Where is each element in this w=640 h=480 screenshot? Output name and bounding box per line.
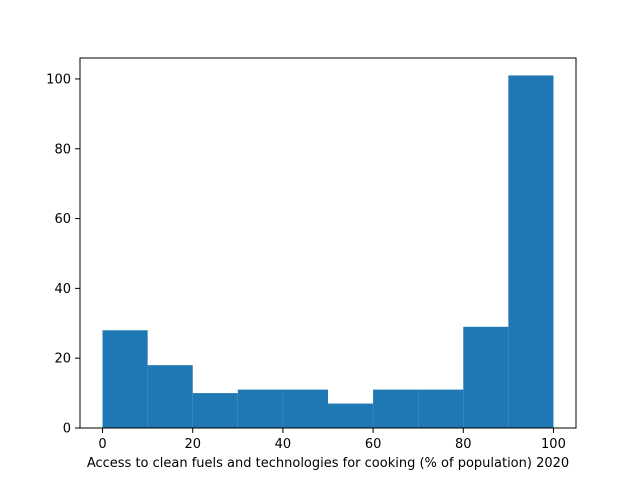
bars-group <box>102 75 554 429</box>
x-tick-label: 100 <box>541 437 566 452</box>
y-tick-label: 100 <box>46 72 71 87</box>
histogram-bar-2 <box>192 393 238 428</box>
y-tick-label: 40 <box>54 282 71 297</box>
histogram-bar-5 <box>328 403 374 428</box>
histogram-bar-3 <box>237 389 283 428</box>
x-tick-label: 0 <box>98 437 106 452</box>
x-axis-label: Access to clean fuels and technologies f… <box>87 456 569 471</box>
histogram-bar-9 <box>508 75 554 429</box>
x-tick-label: 60 <box>365 437 382 452</box>
x-axis-ticks: 0 20 40 60 80 100 <box>98 428 566 452</box>
plot-frame <box>79 57 577 429</box>
histogram-bar-6 <box>373 389 419 428</box>
x-tick-label: 20 <box>184 437 201 452</box>
y-tick-label: 80 <box>54 142 71 157</box>
histogram-bar-4 <box>282 389 328 428</box>
histogram-bar-0 <box>102 330 148 428</box>
y-tick-label: 60 <box>54 212 71 227</box>
histogram-bar-1 <box>147 365 193 428</box>
y-axis-ticks: 0 20 40 60 80 100 <box>46 72 80 437</box>
y-tick-label: 0 <box>63 422 71 437</box>
y-tick-label: 20 <box>54 352 71 367</box>
histogram-bar-8 <box>463 326 509 428</box>
histogram-bar-7 <box>418 389 464 428</box>
x-tick-label: 80 <box>455 437 472 452</box>
x-tick-label: 40 <box>275 437 292 452</box>
